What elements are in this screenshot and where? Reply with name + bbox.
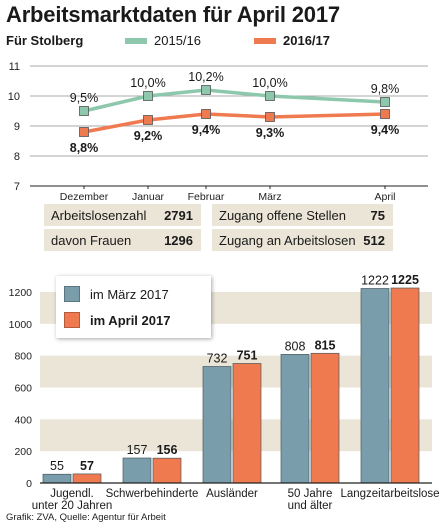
- series-line-1: [83, 112, 386, 134]
- x-tick-label: Dezember: [60, 191, 109, 203]
- legend-swatch-orange: [254, 37, 276, 44]
- y-tick-label: 10: [8, 91, 20, 103]
- bar: [72, 473, 102, 484]
- bar: [360, 288, 390, 484]
- x-tick-label: April: [374, 191, 395, 203]
- y-tick-label: 800: [14, 351, 32, 363]
- line-chart: 7 8 9 10 11 Dezember Januar Februar März April 9,5…: [8, 61, 428, 203]
- data-label: 9,5%: [70, 91, 99, 105]
- bar: [280, 354, 310, 484]
- bar-label: 57: [80, 459, 94, 473]
- bar-chart: 0 200 400 600 800 1000 1200 55 57 Jugendl.unter 2…: [9, 273, 440, 512]
- bar-label: 157: [127, 443, 148, 457]
- data-point: [380, 97, 390, 107]
- page-title: Arbeitsmarktdaten für April 2017: [6, 2, 340, 27]
- bar: [42, 473, 72, 484]
- bar-label: 156: [157, 443, 178, 457]
- legend-label-april: im April 2017: [90, 312, 171, 328]
- y-tick-label: 0: [26, 478, 32, 490]
- legend-swatch-orange: [64, 312, 80, 328]
- stat-label: Zugang offene Stellen: [219, 207, 346, 223]
- bar: [390, 287, 420, 484]
- bar-label: 1225: [391, 273, 419, 287]
- data-label: 9,3%: [256, 126, 285, 140]
- legend-item-2015-16: 2015/16: [125, 33, 201, 48]
- x-tick-label: Langzeitarbeitslose: [340, 488, 439, 500]
- y-tick-label: 200: [14, 446, 32, 458]
- x-tick-label: unter 20 Jahren: [32, 500, 113, 512]
- y-tick-label: 7: [14, 181, 20, 193]
- data-label: 9,8%: [371, 82, 400, 96]
- bar-chart-legend: im März 2017 im April 2017: [56, 276, 211, 338]
- stat-value: 75: [370, 207, 385, 223]
- x-tick-label: März: [258, 191, 281, 203]
- stat-value: 512: [363, 232, 385, 248]
- data-point: [201, 109, 211, 119]
- bar: [202, 366, 232, 484]
- data-point: [143, 115, 153, 125]
- data-point: [201, 85, 211, 95]
- data-label: 10,0%: [252, 76, 287, 90]
- data-point: [380, 109, 390, 119]
- legend-swatch-blue: [64, 286, 80, 302]
- data-label: 9,4%: [371, 123, 400, 137]
- x-tick-label: Februar: [188, 191, 225, 203]
- legend-item-2016-17: 2016/17: [254, 33, 330, 48]
- y-tick-label: 600: [14, 383, 32, 395]
- y-tick-label: 11: [9, 61, 20, 73]
- stat-value: 2791: [164, 207, 193, 223]
- x-tick-label: Jugendl.: [50, 488, 93, 500]
- legend-item-maerz: im März 2017: [64, 286, 169, 302]
- x-tick-label: und älter: [288, 500, 333, 512]
- stat-row-arbeitslosenzahl: Arbeitslosenzahl 2791: [44, 204, 201, 226]
- chart-subtitle: Für Stolberg: [6, 33, 84, 48]
- bar: [232, 363, 262, 484]
- data-point: [79, 106, 89, 116]
- stat-row-zugang-an-arbeitslosen: Zugang an Arbeitslosen 512: [212, 229, 393, 251]
- data-label: 8,8%: [70, 141, 99, 155]
- bar-label: 815: [315, 338, 336, 352]
- y-tick-label: 1200: [9, 287, 33, 299]
- bar-label: 55: [50, 459, 64, 473]
- legend-swatch-green: [125, 37, 147, 44]
- stat-row-davon-frauen: davon Frauen 1296: [44, 229, 201, 251]
- legend-label-2015-16: 2015/16: [154, 33, 201, 48]
- bar: [122, 457, 152, 484]
- bar-label: 808: [285, 339, 306, 353]
- y-tick-label: 400: [14, 414, 32, 426]
- data-point: [265, 112, 275, 122]
- x-tick-label: Januar: [132, 191, 165, 203]
- series-line-0: [83, 88, 386, 113]
- data-label: 10,2%: [188, 70, 223, 84]
- bar: [152, 457, 182, 484]
- data-point: [79, 127, 89, 137]
- stat-label: davon Frauen: [51, 232, 132, 248]
- bar: [310, 352, 340, 484]
- data-label: 9,4%: [192, 123, 221, 137]
- legend-label-maerz: im März 2017: [90, 286, 169, 302]
- stat-row-zugang-offene-stellen: Zugang offene Stellen 75: [212, 204, 393, 226]
- data-label: 10,0%: [130, 76, 165, 90]
- stat-label: Arbeitslosenzahl: [51, 207, 147, 223]
- bar-label: 732: [207, 351, 228, 365]
- bar-label: 1222: [361, 273, 389, 287]
- stat-value: 1296: [164, 232, 193, 248]
- y-tick-label: 1000: [9, 319, 33, 331]
- x-tick-label: Ausländer: [206, 488, 258, 500]
- data-point: [265, 91, 275, 101]
- data-label: 9,2%: [134, 129, 163, 143]
- x-tick-label: 50 Jahre: [288, 488, 333, 500]
- y-tick-label: 9: [14, 121, 20, 133]
- stat-label: Zugang an Arbeitslosen: [219, 232, 356, 248]
- y-tick-label: 8: [14, 151, 20, 163]
- legend-item-april: im April 2017: [64, 312, 170, 328]
- data-point: [143, 91, 153, 101]
- bar-label: 751: [237, 348, 258, 362]
- source-note: Grafik: ZVA, Quelle: Agentur für Arbeit: [6, 512, 166, 523]
- x-tick-label: Schwerbehinderte: [106, 488, 199, 500]
- legend-label-2016-17: 2016/17: [283, 33, 330, 48]
